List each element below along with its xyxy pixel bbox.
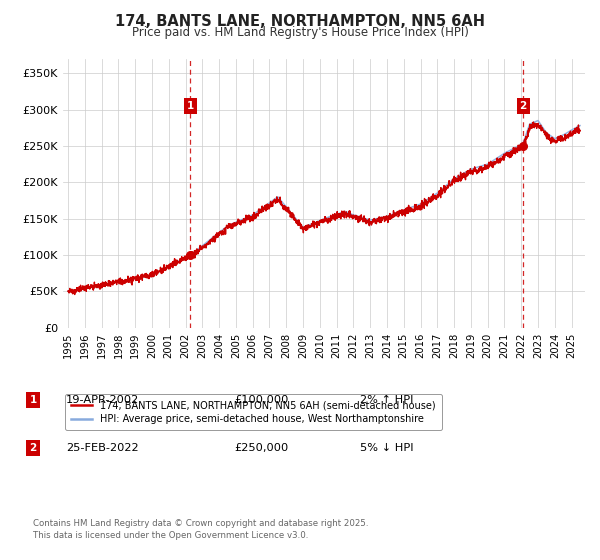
Text: Contains HM Land Registry data © Crown copyright and database right 2025.
This d: Contains HM Land Registry data © Crown c… [33, 519, 368, 540]
Text: 2: 2 [520, 101, 527, 111]
Text: £250,000: £250,000 [234, 443, 288, 453]
Text: 5% ↓ HPI: 5% ↓ HPI [360, 443, 413, 453]
Text: 25-FEB-2022: 25-FEB-2022 [66, 443, 139, 453]
Legend: 174, BANTS LANE, NORTHAMPTON, NN5 6AH (semi-detached house), HPI: Average price,: 174, BANTS LANE, NORTHAMPTON, NN5 6AH (s… [65, 394, 442, 430]
Text: £100,000: £100,000 [234, 395, 289, 405]
Text: 19-APR-2002: 19-APR-2002 [66, 395, 139, 405]
Text: 2% ↑ HPI: 2% ↑ HPI [360, 395, 413, 405]
Text: Price paid vs. HM Land Registry's House Price Index (HPI): Price paid vs. HM Land Registry's House … [131, 26, 469, 39]
Text: 174, BANTS LANE, NORTHAMPTON, NN5 6AH: 174, BANTS LANE, NORTHAMPTON, NN5 6AH [115, 14, 485, 29]
Text: 2: 2 [29, 443, 37, 453]
Text: 1: 1 [187, 101, 194, 111]
Text: 1: 1 [29, 395, 37, 405]
